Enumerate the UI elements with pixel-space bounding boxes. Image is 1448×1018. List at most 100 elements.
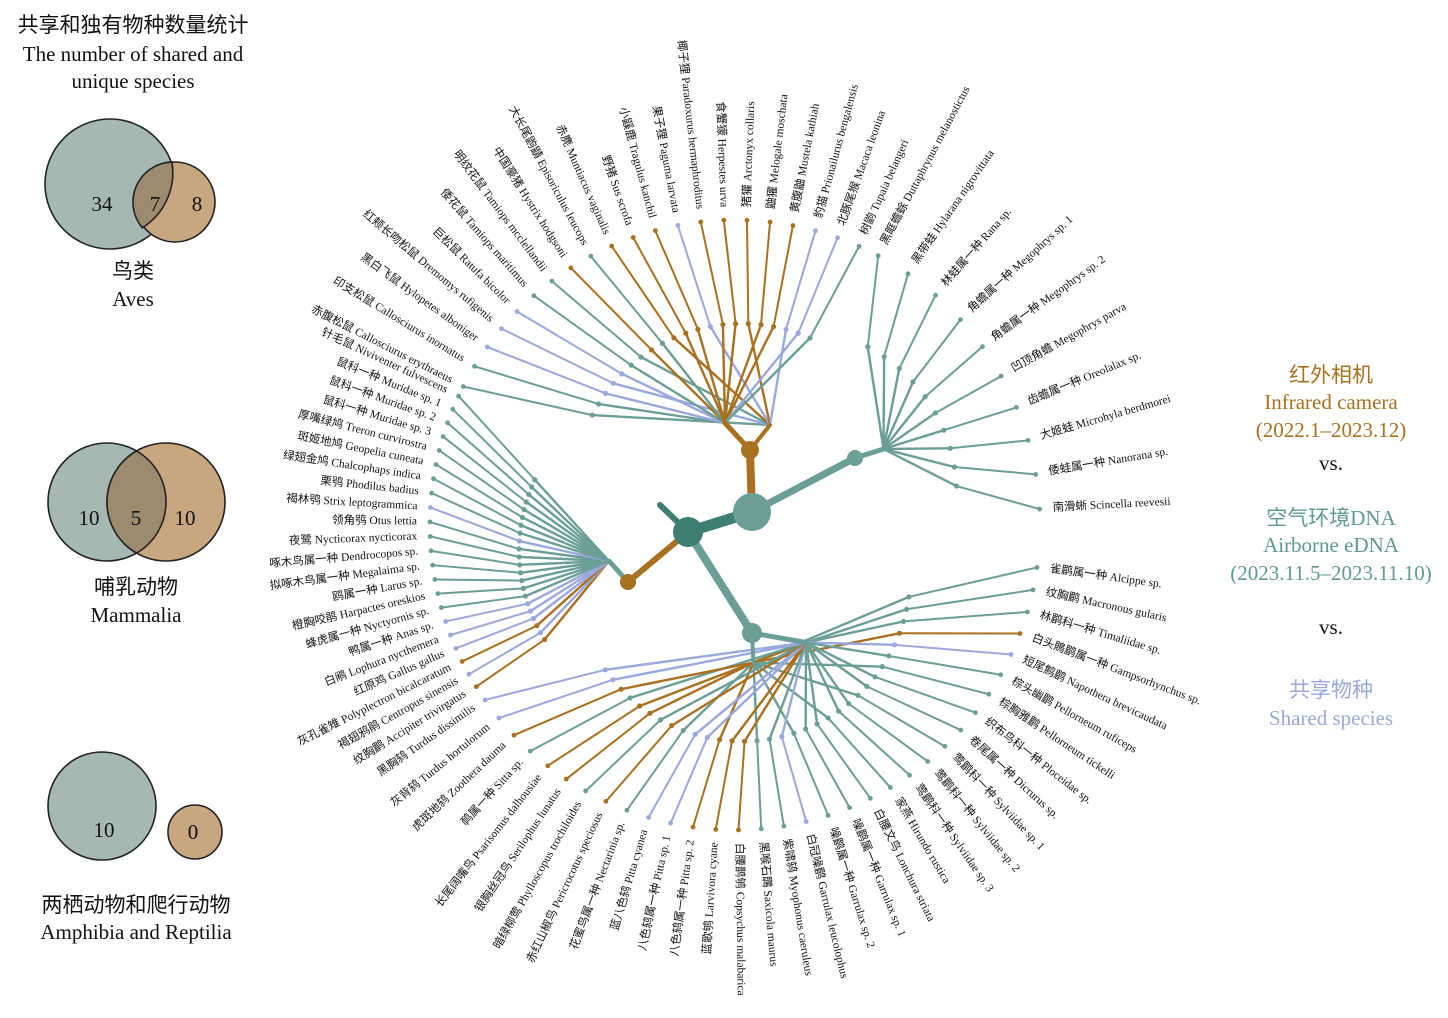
- leaf-tip: [781, 823, 787, 829]
- leaf-tip: [445, 420, 451, 426]
- leaf-tip: [925, 759, 931, 764]
- tree-branch: [745, 219, 750, 325]
- tree-branch: [444, 602, 529, 623]
- tree-branch: [648, 661, 755, 715]
- tree-node: [628, 362, 634, 368]
- tree-node: [519, 514, 526, 521]
- tree-branch: [882, 411, 937, 451]
- tree-node: [695, 326, 701, 332]
- tree-branch: [530, 485, 611, 563]
- tree-node: [537, 630, 544, 636]
- tree-node: [529, 484, 535, 490]
- tree-branch: [953, 466, 1037, 476]
- tree-branch: [597, 402, 727, 425]
- leaf-tip: [460, 384, 466, 389]
- leaf-tip: [1014, 405, 1019, 410]
- tree-node: [864, 683, 870, 689]
- leaf-tip: [1024, 609, 1030, 615]
- tree-branch: [438, 449, 526, 511]
- leaf-tip: [736, 827, 741, 833]
- summary-title-cn: 共享和独有物种数量统计: [18, 13, 249, 37]
- leaf-tip: [825, 813, 831, 818]
- tree-branch: [520, 559, 611, 582]
- tree-node: [619, 371, 625, 377]
- leaf-tip: [1008, 652, 1014, 657]
- tree-branch: [792, 732, 830, 817]
- tree-branch: [591, 413, 772, 427]
- tree-branch: [546, 705, 641, 767]
- tree-node: [910, 379, 916, 385]
- tree-branch: [632, 236, 687, 335]
- tree-node: [516, 538, 522, 544]
- tree-node: [779, 734, 785, 740]
- leaf-tip: [835, 235, 840, 241]
- leaf-tip: [472, 363, 477, 369]
- tree-node: [638, 354, 644, 360]
- summary-title-en-1: The number of shared and: [23, 42, 244, 66]
- tree-branch: [934, 375, 1003, 414]
- tree-branch: [883, 272, 909, 358]
- legend-edna-period: (2023.11.5–2023.11.10): [1230, 561, 1431, 585]
- tree-branch: [804, 728, 851, 809]
- species-label: 食蟹獴 Herpestes urva: [714, 101, 732, 207]
- tree-branch: [804, 608, 908, 644]
- tree-branch: [804, 641, 869, 688]
- tree-node: [519, 578, 525, 584]
- tree-node: [680, 727, 686, 734]
- venn-amphibia-label-en: Amphibia and Reptilia: [40, 920, 232, 944]
- species-label: 白腰文鸟 Lonchura striata: [871, 806, 939, 923]
- tree-branch: [518, 539, 611, 563]
- tree-branch: [808, 245, 861, 340]
- tree-branch: [730, 641, 808, 743]
- tree-branch: [522, 559, 611, 590]
- root-node-secondary: [673, 517, 703, 547]
- tree-branch: [473, 365, 600, 405]
- tree-node: [803, 726, 809, 732]
- species-label: 鼬獾 Melogale moschata: [763, 93, 790, 209]
- tree-node: [704, 734, 710, 741]
- tree-branch: [462, 385, 594, 417]
- tree-branch: [882, 447, 956, 469]
- tree-node: [900, 618, 907, 625]
- tree-branch: [519, 524, 611, 563]
- leaf-tip: [767, 219, 773, 225]
- tree-node: [541, 636, 548, 643]
- venn-aves-label-cn: 鸟类: [112, 259, 154, 283]
- leaf-tip: [847, 805, 852, 811]
- tree-branch: [518, 559, 611, 567]
- leaf-tip: [430, 562, 436, 568]
- tree-branch: [723, 325, 775, 425]
- leaf-tip: [563, 776, 569, 782]
- tree-branch: [455, 617, 535, 650]
- species-label: 黄腹鼬 Mustela kathiah: [787, 102, 822, 214]
- leaf-tip: [668, 820, 674, 826]
- species-label: 南滑蜥 Scincella reevesii: [1052, 494, 1171, 514]
- tree-branch: [706, 641, 808, 739]
- leaf-tip: [429, 490, 435, 496]
- tree-branch: [699, 220, 724, 326]
- tree-branch: [847, 702, 929, 763]
- leaf-tip: [1030, 587, 1036, 593]
- leaf-tip: [431, 476, 436, 482]
- tree-branch: [768, 641, 808, 741]
- leaf-tip: [440, 434, 446, 439]
- leaf-tip: [499, 326, 504, 332]
- species-label: 果子狸 Paguma larvata: [650, 105, 683, 214]
- venn-mammalia-shared-count: 5: [131, 506, 142, 530]
- tree-branch: [804, 641, 877, 679]
- leaf-tip: [448, 632, 453, 638]
- tree-branch: [529, 696, 632, 753]
- species-label: 大姬蛙 Microhyla berdmorei: [1038, 391, 1172, 442]
- tree-branch: [429, 535, 521, 558]
- tree-branch: [529, 559, 611, 613]
- venn-aves-camera-count: 8: [192, 192, 203, 216]
- tree-branch: [882, 367, 901, 451]
- tree-node: [896, 630, 903, 636]
- tree-branch: [584, 718, 662, 792]
- species-label: 蓝歌鸲 Larvivora cyane: [699, 842, 720, 955]
- leaf-tip: [790, 223, 796, 228]
- leaf-tip: [875, 253, 881, 259]
- tree-branch: [882, 447, 952, 451]
- tree-branch: [837, 710, 911, 777]
